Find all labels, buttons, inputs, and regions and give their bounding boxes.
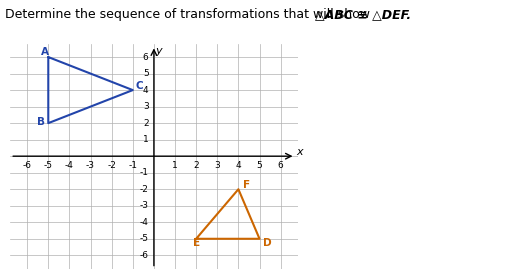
Text: 1: 1 (143, 135, 149, 144)
Text: C: C (136, 81, 144, 91)
Text: F: F (243, 180, 250, 190)
Text: -4: -4 (140, 218, 149, 227)
Text: A: A (41, 47, 49, 56)
Text: -5: -5 (140, 234, 149, 243)
Text: -2: -2 (140, 185, 149, 194)
Text: 5: 5 (256, 161, 262, 170)
Text: y: y (155, 46, 162, 56)
Text: 2: 2 (193, 161, 199, 170)
Text: 4: 4 (143, 85, 149, 95)
Text: Determine the sequence of transformations that will show: Determine the sequence of transformation… (5, 8, 374, 21)
Text: 3: 3 (143, 102, 149, 111)
Text: 6: 6 (278, 161, 284, 170)
Text: 5: 5 (143, 69, 149, 78)
Text: -2: -2 (107, 161, 116, 170)
Text: -6: -6 (140, 251, 149, 260)
Text: 6: 6 (143, 53, 149, 62)
Text: B: B (36, 117, 45, 127)
Text: -6: -6 (23, 161, 32, 170)
Text: -5: -5 (44, 161, 53, 170)
Text: x: x (297, 147, 303, 157)
Text: -3: -3 (140, 201, 149, 210)
Text: -3: -3 (86, 161, 95, 170)
Text: 4: 4 (235, 161, 241, 170)
Text: D: D (263, 238, 271, 248)
Text: 1: 1 (172, 161, 178, 170)
Text: 3: 3 (214, 161, 220, 170)
Text: 2: 2 (143, 119, 149, 128)
Text: -1: -1 (140, 168, 149, 177)
Text: E: E (193, 238, 200, 248)
Text: △ABC ≅ △DEF.: △ABC ≅ △DEF. (315, 8, 411, 21)
Text: -1: -1 (128, 161, 137, 170)
Text: -4: -4 (65, 161, 74, 170)
